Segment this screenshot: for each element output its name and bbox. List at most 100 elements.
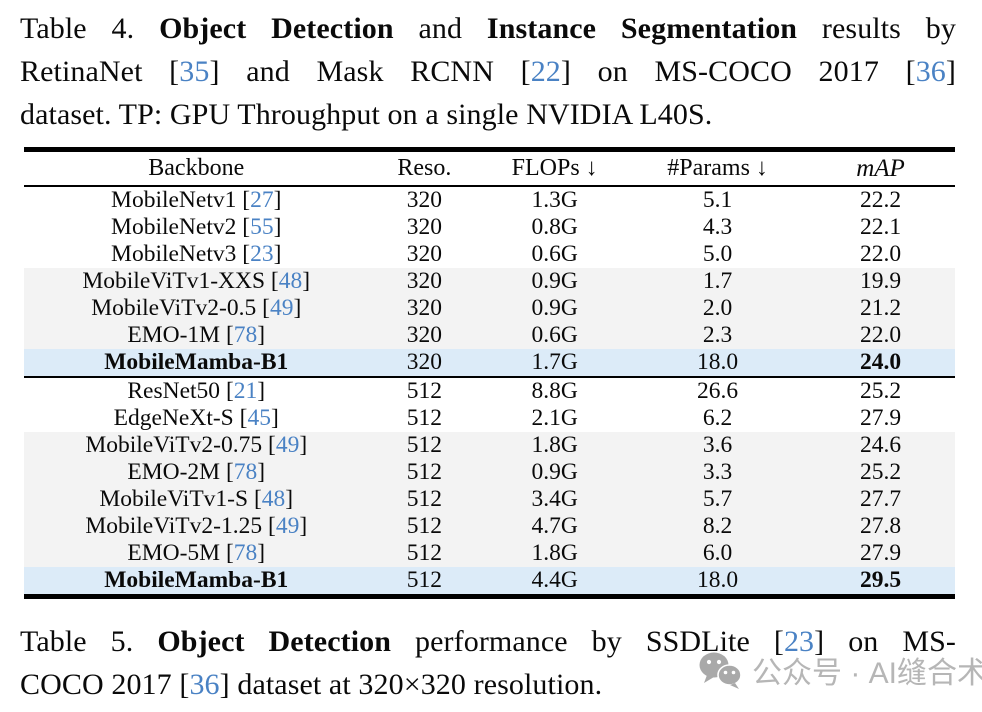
- params-cell: 3.3: [702, 459, 733, 485]
- citation-link[interactable]: 55: [250, 214, 274, 240]
- flops-cell: 0.9G: [531, 459, 578, 485]
- backbone-cell: MobileMamba-B1: [24, 349, 368, 377]
- resolution-cell: 320: [406, 241, 442, 267]
- flops-cell: 0.9G: [531, 295, 578, 321]
- resolution-cell: 512: [406, 540, 442, 566]
- citation-link[interactable]: 22: [530, 55, 561, 88]
- caption-text: Instance Segmentation: [486, 12, 798, 45]
- backbone-name: MobileNetv2: [111, 214, 237, 240]
- caption-line: Table 4. Object Detection and Instance S…: [20, 7, 956, 50]
- flops-cell: 1.7G: [531, 349, 578, 375]
- results-table: Backbone Reso. FLOPs ↓ #Params ↓ mAP Mob…: [24, 147, 955, 599]
- map-cell: 22.0: [859, 241, 902, 267]
- backbone-name: MobileViTv2-1.25: [85, 513, 263, 539]
- table-row: MobileViTv1-S [48] 512 3.4G 5.7 27.7: [24, 486, 955, 513]
- citation-link[interactable]: 23: [783, 625, 815, 658]
- table-row: EMO-5M [78] 512 1.8G 6.0 27.9: [24, 540, 955, 567]
- map-cell: 22.1: [859, 214, 902, 240]
- caption-text: dataset. TP: GPU Throughput on a single …: [20, 98, 713, 131]
- map-cell: 22.0: [859, 322, 902, 348]
- backbone-cell: MobileNetv3 [23]: [111, 241, 282, 267]
- flops-cell: 1.3G: [531, 187, 578, 213]
- citation-link[interactable]: 48: [278, 268, 303, 294]
- backbone-cell: ResNet50 [21]: [127, 378, 266, 404]
- backbone-name: MobileNetv3: [111, 241, 237, 267]
- citation-link[interactable]: 78: [233, 459, 258, 485]
- table-row: MobileViTv1-XXS [48] 320 0.9G 1.7 19.9: [24, 268, 955, 295]
- citation-link[interactable]: 49: [275, 432, 300, 458]
- backbone-name: MobileNetv1: [111, 187, 237, 213]
- flops-cell: 1.8G: [531, 432, 578, 458]
- table-row: ResNet50 [21] 512 8.8G 26.6 25.2: [24, 377, 955, 405]
- resolution-cell: 512: [406, 513, 442, 539]
- params-cell: 18.0: [697, 349, 739, 375]
- resolution-cell: 512: [406, 405, 442, 431]
- params-cell: 6.2: [702, 405, 733, 431]
- caption-line: COCO 2017 [36] dataset at 320×320 resolu…: [20, 663, 956, 706]
- backbone-cell: EMO-1M [78]: [127, 322, 266, 348]
- table4-caption: Table 4. Object Detection and Instance S…: [0, 0, 982, 136]
- map-cell: 19.9: [859, 268, 902, 294]
- resolution-cell: 320: [406, 349, 442, 375]
- map-cell: 27.7: [859, 486, 902, 512]
- citation-link[interactable]: 21: [233, 378, 258, 404]
- resolution-cell: 512: [406, 486, 442, 512]
- table-row: MobileViTv2-0.5 [49] 320 0.9G 2.0 21.2: [24, 295, 955, 322]
- citation-link[interactable]: 27: [250, 187, 274, 213]
- citation-link[interactable]: 78: [233, 322, 258, 348]
- backbone-name: MobileViTv2-0.75: [85, 432, 263, 458]
- table-row: MobileViTv2-0.75 [49] 512 1.8G 3.6 24.6: [24, 432, 955, 459]
- table-row: MobileMamba-B1 512 4.4G 18.0 29.5: [24, 567, 955, 597]
- table-row: MobileNetv1 [27] 320 1.3G 5.1 22.2: [24, 186, 955, 214]
- caption-text: Object Detection: [157, 625, 392, 658]
- citation-link[interactable]: 45: [247, 405, 271, 431]
- table-row: MobileMamba-B1 320 1.7G 18.0 24.0: [24, 349, 955, 377]
- citation-link[interactable]: 78: [233, 540, 258, 566]
- backbone-cell: MobileNetv1 [27]: [111, 187, 282, 213]
- map-cell: 27.9: [859, 405, 902, 431]
- caption-line: dataset. TP: GPU Throughput on a single …: [20, 93, 956, 136]
- citation-link[interactable]: 49: [275, 513, 300, 539]
- resolution-cell: 512: [406, 459, 442, 485]
- resolution-cell: 512: [406, 567, 442, 593]
- map-cell: 29.5: [859, 567, 902, 593]
- resolution-cell: 320: [406, 295, 442, 321]
- params-cell: 26.6: [697, 378, 739, 404]
- backbone-cell: MobileMamba-B1: [24, 567, 368, 597]
- caption-text: Table 5.: [20, 625, 158, 658]
- citation-link[interactable]: 48: [261, 486, 286, 512]
- backbone-cell: MobileNetv2 [55]: [111, 214, 282, 240]
- citation-link[interactable]: 36: [915, 55, 946, 88]
- column-header-backbone: Backbone: [148, 155, 245, 181]
- caption-text: ]: [945, 55, 956, 88]
- flops-cell: 0.6G: [531, 241, 578, 267]
- resolution-cell: 320: [406, 322, 442, 348]
- params-cell: 1.7: [702, 268, 733, 294]
- backbone-name: MobileMamba-B1: [104, 349, 289, 375]
- citation-link[interactable]: 23: [250, 241, 274, 267]
- caption-text: ] and Mask RCNN [: [209, 55, 531, 88]
- caption-line: RetinaNet [35] and Mask RCNN [22] on MS-…: [20, 50, 956, 93]
- map-cell: 25.2: [859, 459, 902, 485]
- backbone-cell: MobileViTv1-XXS [48]: [82, 268, 311, 294]
- params-cell: 4.3: [702, 214, 733, 240]
- flops-cell: 0.8G: [531, 214, 578, 240]
- column-header-params: #Params ↓: [667, 155, 768, 181]
- backbone-name: EMO-5M: [127, 540, 221, 566]
- resolution-cell: 320: [406, 214, 442, 240]
- map-cell: 22.2: [859, 187, 902, 213]
- column-header-resolution: Reso.: [397, 155, 452, 181]
- table-row: EMO-2M [78] 512 0.9G 3.3 25.2: [24, 459, 955, 486]
- resolution-cell: 512: [406, 432, 442, 458]
- backbone-cell: EdgeNeXt-S [45]: [113, 405, 279, 431]
- flops-cell: 4.7G: [531, 513, 578, 539]
- backbone-name: EdgeNeXt-S: [113, 405, 234, 431]
- map-cell: 25.2: [859, 378, 902, 404]
- citation-link[interactable]: 49: [269, 295, 294, 321]
- citation-link[interactable]: 35: [179, 55, 210, 88]
- citation-link[interactable]: 36: [189, 668, 220, 701]
- table-row: MobileNetv2 [55] 320 0.8G 4.3 22.1: [24, 214, 955, 241]
- params-cell: 5.1: [702, 187, 733, 213]
- caption-text: and: [393, 12, 487, 45]
